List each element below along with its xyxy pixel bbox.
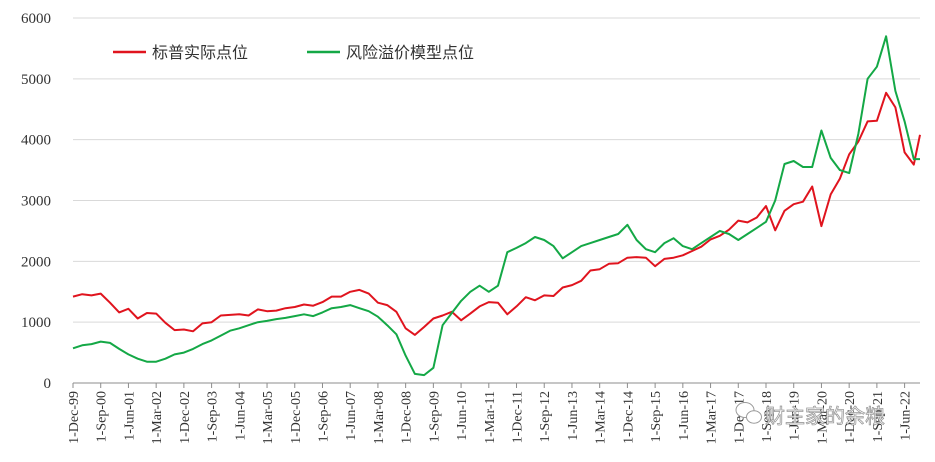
- wechat-icon: [735, 402, 762, 424]
- x-tick-label: 1-Jun-19: [788, 391, 803, 441]
- x-tick-label: 1-Sep-18: [760, 391, 775, 442]
- x-tick-label: 1-Jun-10: [455, 391, 470, 441]
- series-line-1: [72, 35, 920, 377]
- x-tick-label: 1-Jun-01: [122, 391, 137, 441]
- watermark-text: 财主家的余粮: [765, 404, 885, 428]
- x-tick-label: 1-Jun-13: [566, 391, 581, 441]
- x-tick-label: 1-Sep-06: [316, 391, 331, 442]
- y-tick-label: 1000: [21, 315, 51, 331]
- series-lines: [72, 35, 921, 377]
- x-tick-label: 1-Jun-16: [677, 391, 692, 441]
- x-tick-label: 1-Sep-12: [538, 391, 553, 442]
- x-tick-label: 1-Sep-03: [206, 391, 221, 442]
- x-tick-label: 1-Dec-02: [178, 391, 193, 444]
- legend-label-risk-premium: 风险溢价模型点位: [346, 43, 474, 62]
- x-axis: 1-Dec-99 1-Sep-00 1-Jun-01 1-Mar-02 1-Dec-02…: [67, 382, 920, 444]
- x-tick-label: 1-Dec-14: [621, 391, 636, 444]
- y-axis-ticks: 0 1000 2000 3000 4000 5000 6000: [21, 11, 51, 392]
- y-tick-label: 4000: [21, 133, 51, 149]
- x-tick-label: 1-Dec-99: [67, 391, 82, 444]
- x-tick-label: 1-Mar-17: [705, 391, 720, 444]
- x-tick-label: 1-Dec-11: [511, 391, 526, 443]
- x-tick-label: 1-Sep-21: [871, 391, 886, 442]
- legend: 标普实际点位 风险溢价模型点位: [113, 43, 474, 62]
- x-tick-label: 1-Sep-15: [649, 391, 664, 442]
- x-tick-label: 1-Dec-05: [289, 391, 304, 444]
- x-tick-label: 1-Jun-07: [344, 391, 359, 441]
- watermark: 财主家的余粮: [735, 402, 885, 428]
- y-tick-label: 0: [44, 376, 52, 392]
- y-tick-label: 5000: [21, 72, 51, 88]
- y-tick-label: 3000: [21, 194, 51, 210]
- x-tick-label: 1-Sep-00: [95, 391, 110, 442]
- x-tick-label: 1-Dec-08: [400, 391, 415, 444]
- legend-label-sp500: 标普实际点位: [152, 43, 248, 62]
- x-tick-label: 1-Sep-09: [427, 391, 442, 442]
- y-tick-label: 6000: [21, 11, 51, 27]
- x-tick-label: 1-Jun-04: [233, 391, 248, 441]
- series-line-0: [72, 91, 921, 336]
- x-tick-label: 1-Mar-05: [261, 391, 276, 444]
- x-tick-label: 1-Jun-22: [899, 391, 914, 441]
- y-tick-label: 2000: [21, 254, 51, 270]
- gridlines: [73, 17, 920, 323]
- x-tick-label: 1-Mar-20: [815, 391, 830, 444]
- x-tick-label: 1-Dec-20: [843, 391, 858, 444]
- x-tick-label: 1-Mar-02: [150, 391, 165, 444]
- x-tick-label: 1-Mar-08: [372, 391, 387, 444]
- x-tick-label: 1-Mar-11: [483, 391, 498, 444]
- x-tick-label: 1-Mar-14: [594, 391, 609, 444]
